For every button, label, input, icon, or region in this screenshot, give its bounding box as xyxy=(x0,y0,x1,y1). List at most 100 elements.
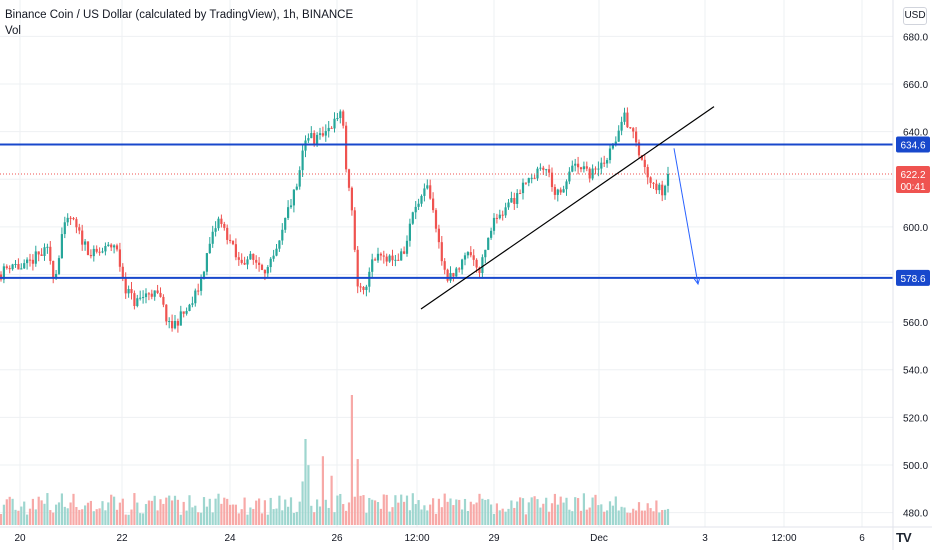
volume-bar xyxy=(176,499,179,525)
time-tick-label: 26 xyxy=(331,533,343,544)
volume-bar xyxy=(524,514,527,525)
candle-body xyxy=(461,259,464,270)
candle-body xyxy=(188,304,191,311)
volume-bar xyxy=(200,512,203,525)
price-axis[interactable]: 480.0500.0520.0540.0560.0580.0600.0620.0… xyxy=(892,0,928,550)
volume-bar xyxy=(115,509,119,525)
volume-bar xyxy=(498,510,501,525)
volume-bar xyxy=(185,510,188,525)
volume-bar xyxy=(585,509,588,525)
volume-bar xyxy=(623,507,626,525)
currency-badge[interactable]: USD xyxy=(903,7,927,25)
volume-bar xyxy=(408,510,411,525)
candle-body xyxy=(478,267,481,274)
volume-bar xyxy=(234,504,237,525)
volume-bar xyxy=(591,497,594,525)
candle-body xyxy=(156,290,159,293)
candle-body xyxy=(658,184,661,191)
volume-bar xyxy=(345,510,348,525)
candle-body xyxy=(345,125,348,170)
candle-body xyxy=(446,269,449,281)
drawings[interactable] xyxy=(0,106,893,310)
volume-bar xyxy=(542,503,545,525)
volume-bar xyxy=(240,509,243,525)
candle-body xyxy=(614,141,617,145)
candle-body xyxy=(252,253,255,260)
volume-bar xyxy=(536,499,539,525)
tradingview-logo[interactable]: TV xyxy=(896,530,912,545)
price-tick-label: 640.0 xyxy=(903,128,928,139)
candle-body xyxy=(2,266,5,280)
candle-body xyxy=(220,218,223,224)
volume-bar xyxy=(475,502,478,525)
candle-body xyxy=(147,293,150,295)
volume-bar xyxy=(492,514,496,525)
candle-body xyxy=(597,168,600,170)
candle-body xyxy=(208,243,211,254)
last-price-label: 622.2 xyxy=(900,170,925,181)
time-tick-label: 22 xyxy=(116,533,128,544)
volume-bar xyxy=(165,497,168,525)
candle-body xyxy=(92,248,95,257)
candle-body xyxy=(72,218,75,220)
grid-lines xyxy=(0,0,893,527)
volume-bar xyxy=(173,495,177,525)
volume-bar xyxy=(40,500,43,525)
candle-body xyxy=(57,258,61,274)
symbol-title[interactable]: Binance Coin / US Dollar (calculated by … xyxy=(5,9,354,21)
candle-body xyxy=(304,140,307,151)
volume-bar xyxy=(423,505,426,525)
candle-body xyxy=(579,167,583,170)
volume-bar xyxy=(539,507,542,525)
volume-bar xyxy=(275,508,278,525)
candle-body xyxy=(333,118,336,129)
volume-bar xyxy=(611,505,614,525)
volume-bar xyxy=(510,500,513,525)
volume-bar xyxy=(469,501,472,525)
volume-bar xyxy=(139,513,142,525)
candle-body xyxy=(75,219,78,228)
volume-bar xyxy=(606,510,609,525)
candle-body xyxy=(205,253,208,272)
volume-bar xyxy=(640,510,643,525)
candle-body xyxy=(394,259,397,261)
candle-body xyxy=(649,177,652,183)
volume-bar xyxy=(81,509,84,525)
volume-bar xyxy=(568,509,571,525)
candle-body xyxy=(501,214,504,216)
volume-bar xyxy=(321,456,324,525)
time-axis[interactable]: 20 22 24 26 12:00 29 Dec 3 12:00 6 xyxy=(0,526,932,544)
volume-bar xyxy=(107,502,110,525)
volume-bar xyxy=(463,498,467,525)
volume-bar xyxy=(72,493,75,525)
volume-indicator-label[interactable]: Vol xyxy=(5,24,21,37)
candle-body xyxy=(324,131,327,136)
volume-bar xyxy=(281,510,284,525)
candle-body xyxy=(420,195,423,204)
candle-body xyxy=(289,205,293,208)
price-tick-label: 540.0 xyxy=(903,366,928,377)
volume-bar xyxy=(658,512,661,525)
volume-bar xyxy=(548,511,551,525)
candle-body xyxy=(150,293,153,297)
candle-body xyxy=(617,130,620,142)
candle-body xyxy=(423,188,426,196)
price-badges: 634.6 578.6 622.200:41 xyxy=(896,136,930,286)
volume-bar xyxy=(46,493,49,525)
price-tick-label: 600.0 xyxy=(903,223,928,234)
volume-bar xyxy=(182,501,185,525)
volume-bar xyxy=(136,502,139,525)
volume-bar xyxy=(191,507,194,525)
candle-body xyxy=(249,253,252,260)
candle-body xyxy=(173,320,177,329)
volume-bar xyxy=(60,493,63,525)
volume-bar xyxy=(588,507,591,525)
volume-bar xyxy=(368,497,371,525)
candle-body xyxy=(362,286,365,290)
volume-bar xyxy=(582,493,585,525)
volume-bar xyxy=(150,500,153,525)
volume-bar xyxy=(298,501,301,525)
time-tick-label: 3 xyxy=(702,533,708,544)
volume-bar xyxy=(69,502,72,525)
